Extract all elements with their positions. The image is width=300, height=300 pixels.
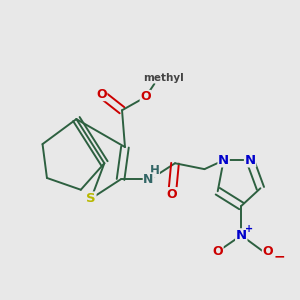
Text: O: O xyxy=(167,188,177,201)
Text: N: N xyxy=(244,154,256,167)
Text: −: − xyxy=(274,249,285,263)
Text: H: H xyxy=(149,164,159,177)
Text: N: N xyxy=(218,154,229,167)
Text: N: N xyxy=(143,173,154,186)
Text: methyl: methyl xyxy=(143,73,184,83)
Text: O: O xyxy=(96,88,107,100)
Text: S: S xyxy=(86,192,96,205)
Text: N: N xyxy=(236,229,247,242)
Text: +: + xyxy=(244,224,253,235)
Text: O: O xyxy=(212,245,223,258)
Text: O: O xyxy=(140,91,151,103)
Text: O: O xyxy=(262,245,273,258)
